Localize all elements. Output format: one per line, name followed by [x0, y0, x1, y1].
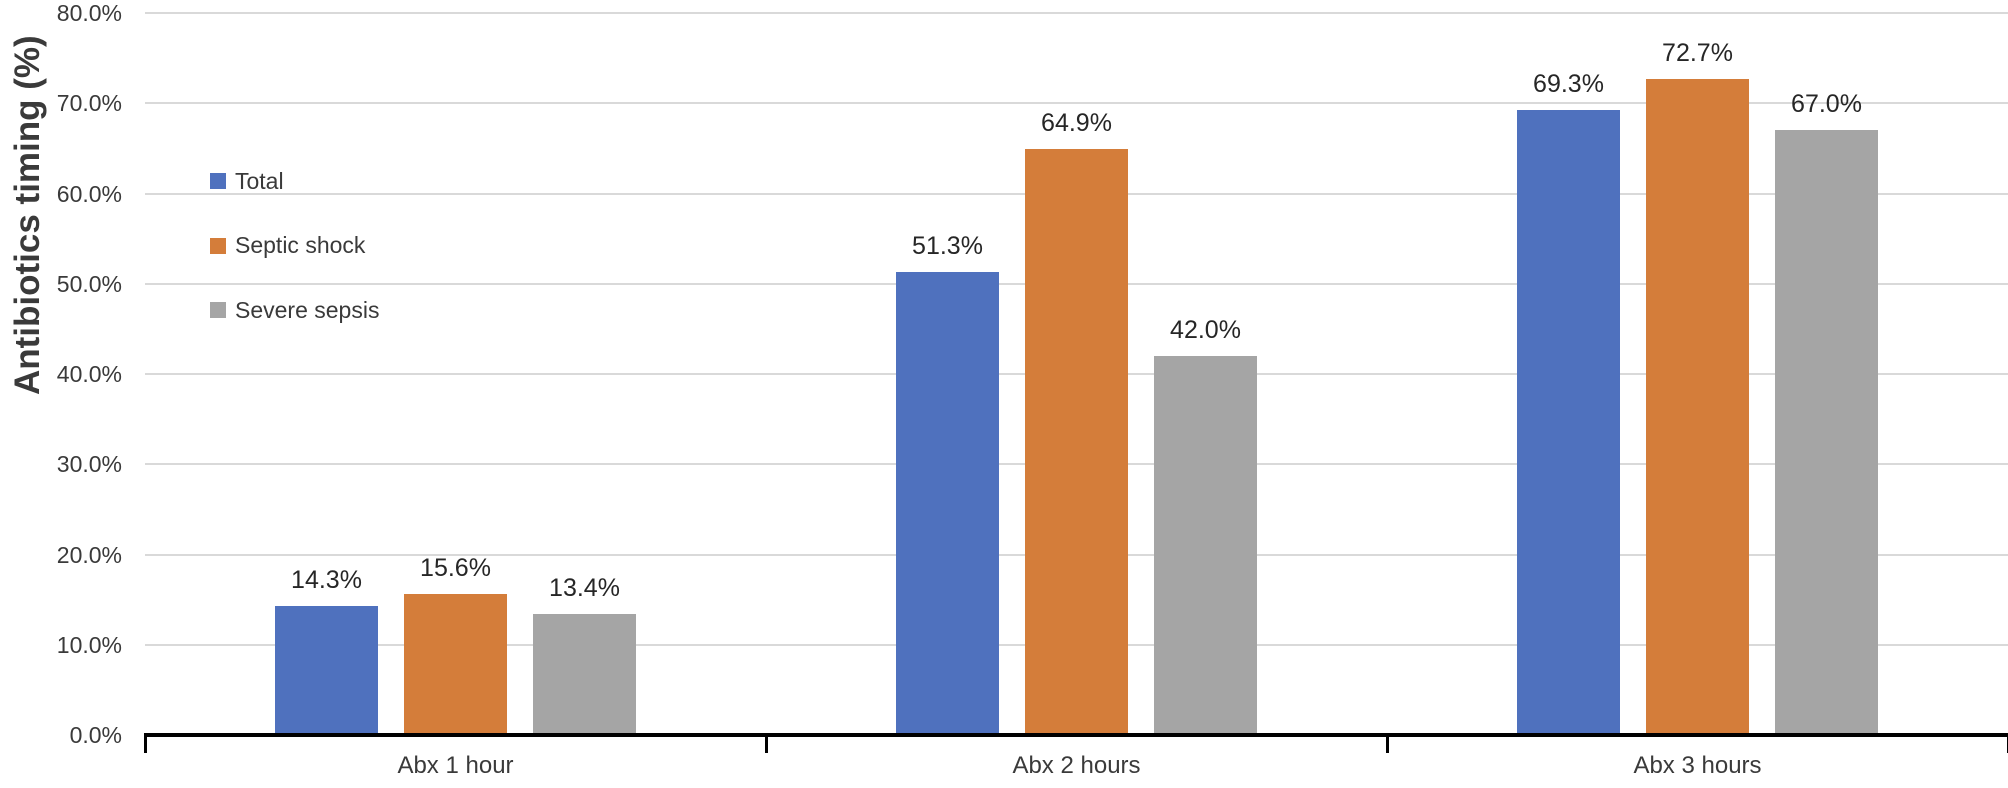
y-tick-label: 20.0% — [56, 541, 122, 568]
bar-value-label: 13.4% — [549, 574, 620, 603]
x-axis-tick — [2006, 733, 2008, 753]
legend-label: Septic shock — [235, 232, 366, 258]
bar-value-label: 67.0% — [1791, 90, 1862, 119]
bar — [1646, 78, 1749, 735]
bar — [1025, 149, 1128, 735]
bar-value-label: 42.0% — [1170, 315, 1241, 344]
x-category-label: Abx 2 hours — [1012, 752, 1141, 779]
x-axis-tick — [764, 733, 768, 753]
bar — [404, 594, 507, 735]
y-tick-label: 40.0% — [56, 361, 122, 387]
y-tick-label: 50.0% — [56, 270, 122, 297]
y-tick-label: 10.0% — [56, 631, 122, 658]
bar-value-label: 64.9% — [1041, 109, 1112, 138]
gridline — [145, 12, 2008, 14]
bar — [1775, 130, 1878, 735]
legend-label: Total — [235, 167, 284, 194]
x-category-label: Abx 3 hours — [1633, 752, 1762, 779]
bar-value-label: 14.3% — [291, 565, 362, 594]
x-axis-tick — [143, 733, 147, 753]
legend-item: Severe sepsis — [210, 297, 379, 323]
legend-label: Severe sepsis — [235, 296, 380, 323]
bar-value-label: 72.7% — [1662, 38, 1733, 67]
bar-value-label: 51.3% — [912, 232, 983, 261]
y-tick-label: 0.0% — [69, 722, 122, 748]
bar-value-label: 15.6% — [420, 554, 491, 583]
legend-item: Total — [210, 168, 284, 194]
gridline — [145, 102, 2008, 105]
y-tick-label: 60.0% — [56, 180, 122, 207]
bar — [533, 614, 636, 735]
y-tick-label: 80.0% — [56, 0, 122, 26]
legend-swatch — [210, 302, 226, 318]
y-tick-label: 70.0% — [56, 90, 122, 117]
x-axis-tick — [1385, 733, 1389, 753]
plot-area: 14.3% 15.6% 13.4% 51.3% 64.9% 42.0% 69.3% 72.7%… — [143, 0, 2008, 788]
bar — [275, 605, 378, 735]
bar — [896, 272, 999, 735]
legend-item: Septic shock — [210, 232, 366, 259]
legend-swatch — [210, 173, 226, 189]
x-axis-line — [145, 733, 2008, 737]
legend-swatch — [210, 237, 226, 254]
bar — [1517, 109, 1620, 735]
x-category-label: Abx 1 hour — [397, 752, 514, 779]
bar-value-label: 69.3% — [1533, 69, 1604, 98]
y-tick-label: 30.0% — [56, 451, 122, 478]
bar — [1154, 355, 1257, 735]
